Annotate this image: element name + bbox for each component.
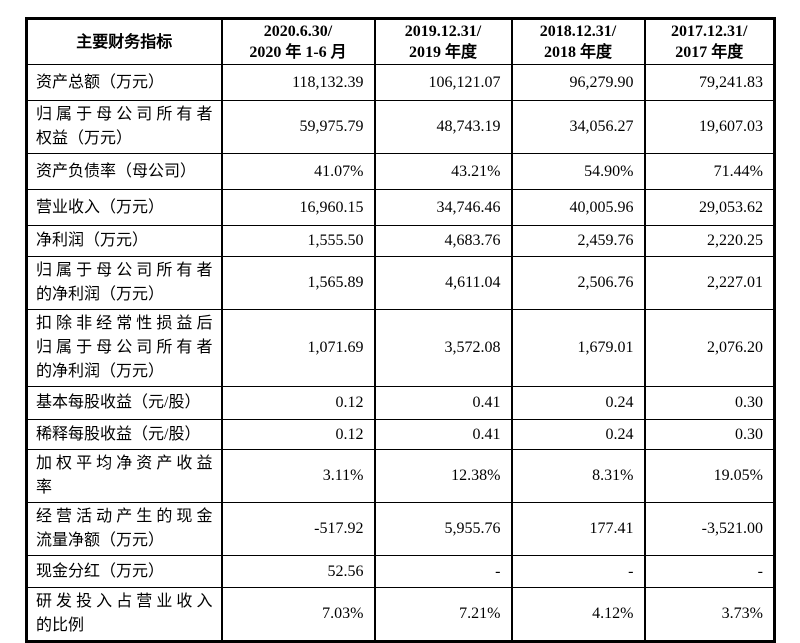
row-net-profit: 净利润（万元） 1,555.50 4,683.76 2,459.76 2,220… (25, 225, 776, 257)
value-cell: 1,679.01 (510, 309, 646, 387)
value-cell: - (643, 555, 776, 588)
value-cell: -517.92 (220, 502, 376, 556)
row-label: 基本每股收益（元/股） (25, 386, 223, 420)
value-cell: 0.30 (643, 419, 776, 450)
value-cell: 40,005.96 (510, 189, 646, 226)
value-cell: -3,521.00 (643, 502, 776, 556)
row-rd-ratio: 研发投入占营业收入 的比例 7.03% 7.21% 4.12% 3.73% (25, 587, 776, 642)
row-label: 经营活动产生的现金 流量净额（万元） (25, 502, 223, 556)
value-cell: 2,459.76 (510, 225, 646, 257)
row-diluted-eps: 稀释每股收益（元/股） 0.12 0.41 0.24 0.30 (25, 419, 776, 450)
value-cell: 3.11% (220, 449, 376, 503)
value-cell: 1,565.89 (220, 256, 376, 310)
row-label: 加权平均净资产收益率 (25, 449, 223, 503)
value-cell: 3,572.08 (373, 309, 513, 387)
value-cell: 54.90% (510, 153, 646, 190)
header-period-2020h1: 2020.6.30/ 2020 年 1-6 月 (220, 18, 376, 65)
value-cell: 7.21% (373, 587, 513, 642)
value-cell: 118,132.39 (220, 64, 376, 101)
header-period-2019: 2019.12.31/ 2019 年度 (373, 18, 513, 65)
row-total-assets: 资产总额（万元） 118,132.39 106,121.07 96,279.90… (25, 64, 776, 101)
value-cell: 34,746.46 (373, 189, 513, 226)
value-cell: 0.12 (220, 386, 376, 420)
value-cell: 19.05% (643, 449, 776, 503)
value-cell: 5,955.76 (373, 502, 513, 556)
row-cash-dividend: 现金分红（万元） 52.56 - - - (25, 555, 776, 588)
value-cell: 0.41 (373, 386, 513, 420)
value-cell: 16,960.15 (220, 189, 376, 226)
value-cell: 7.03% (220, 587, 376, 642)
value-cell: 0.41 (373, 419, 513, 450)
value-cell: 106,121.07 (373, 64, 513, 101)
row-deducted-net-profit: 扣除非经常性损益后 归属于母公司所有者 的净利润（万元） 1,071.69 3,57… (25, 309, 776, 387)
value-cell: 8.31% (510, 449, 646, 503)
value-cell: 19,607.03 (643, 100, 776, 154)
value-cell: 4.12% (510, 587, 646, 642)
row-parent-net-profit: 归属于母公司所有者 的净利润（万元） 1,565.89 4,611.04 2,50… (25, 256, 776, 310)
value-cell: 52.56 (220, 555, 376, 588)
header-period-2018: 2018.12.31/ 2018 年度 (510, 18, 646, 65)
value-cell: 59,975.79 (220, 100, 376, 154)
value-cell: 4,611.04 (373, 256, 513, 310)
row-label: 研发投入占营业收入 的比例 (25, 587, 223, 642)
value-cell: 1,555.50 (220, 225, 376, 257)
value-cell: 43.21% (373, 153, 513, 190)
value-cell: 48,743.19 (373, 100, 513, 154)
row-parent-equity: 归属于母公司所有者 权益（万元） 59,975.79 48,743.19 34,0… (25, 100, 776, 154)
row-label: 稀释每股收益（元/股） (25, 419, 223, 450)
value-cell: - (510, 555, 646, 588)
value-cell: 0.24 (510, 419, 646, 450)
value-cell: 2,076.20 (643, 309, 776, 387)
row-label: 扣除非经常性损益后 归属于母公司所有者 的净利润（万元） (25, 309, 223, 387)
table-header-row: 主要财务指标 2020.6.30/ 2020 年 1-6 月 2019.12.3… (25, 18, 776, 65)
value-cell: 2,506.76 (510, 256, 646, 310)
value-cell: 12.38% (373, 449, 513, 503)
value-cell: 177.41 (510, 502, 646, 556)
value-cell: 4,683.76 (373, 225, 513, 257)
row-label: 现金分红（万元） (25, 555, 223, 588)
header-period-2017: 2017.12.31/ 2017 年度 (643, 18, 776, 65)
value-cell: 0.30 (643, 386, 776, 420)
value-cell: 1,071.69 (220, 309, 376, 387)
row-debt-ratio: 资产负债率（母公司） 41.07% 43.21% 54.90% 71.44% (25, 153, 776, 190)
row-label: 归属于母公司所有者 的净利润（万元） (25, 256, 223, 310)
row-label: 净利润（万元） (25, 225, 223, 257)
value-cell: 41.07% (220, 153, 376, 190)
value-cell: 71.44% (643, 153, 776, 190)
value-cell: 96,279.90 (510, 64, 646, 101)
value-cell: 2,227.01 (643, 256, 776, 310)
row-operating-cash-flow: 经营活动产生的现金 流量净额（万元） -517.92 5,955.76 177.4… (25, 502, 776, 556)
value-cell: 0.12 (220, 419, 376, 450)
value-cell: 79,241.83 (643, 64, 776, 101)
row-label: 营业收入（万元） (25, 189, 223, 226)
value-cell: 2,220.25 (643, 225, 776, 257)
value-cell: 3.73% (643, 587, 776, 642)
row-basic-eps: 基本每股收益（元/股） 0.12 0.41 0.24 0.30 (25, 386, 776, 420)
value-cell: 29,053.62 (643, 189, 776, 226)
row-label: 资产总额（万元） (25, 64, 223, 101)
value-cell: 34,056.27 (510, 100, 646, 154)
row-weighted-roe: 加权平均净资产收益率 3.11% 12.38% 8.31% 19.05% (25, 449, 776, 503)
value-cell: - (373, 555, 513, 588)
key-financial-indicators-table: 主要财务指标 2020.6.30/ 2020 年 1-6 月 2019.12.3… (25, 17, 776, 643)
value-cell: 0.24 (510, 386, 646, 420)
header-indicator-label: 主要财务指标 (25, 18, 223, 65)
row-label: 资产负债率（母公司） (25, 153, 223, 190)
row-revenue: 营业收入（万元） 16,960.15 34,746.46 40,005.96 2… (25, 189, 776, 226)
row-label: 归属于母公司所有者 权益（万元） (25, 100, 223, 154)
